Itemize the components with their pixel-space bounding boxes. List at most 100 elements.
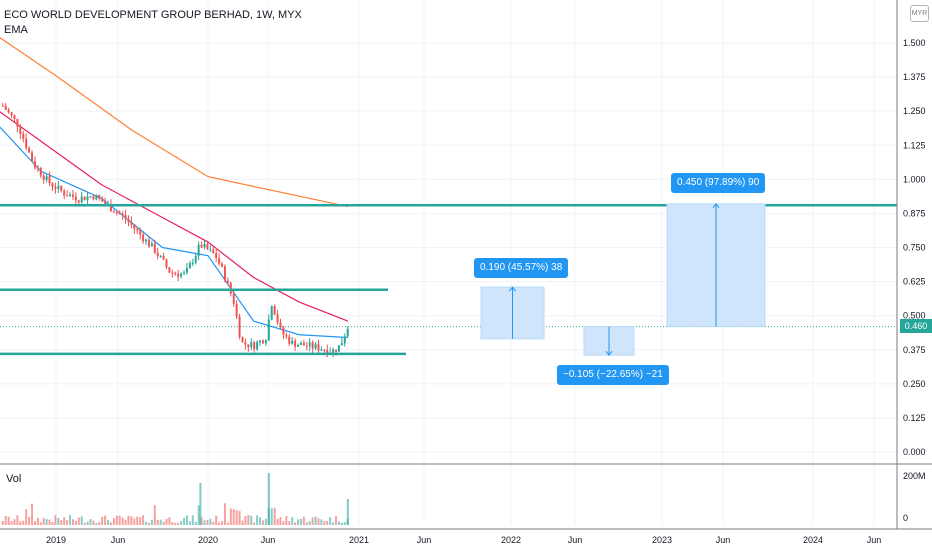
candle-body — [250, 342, 253, 348]
volume-bar — [109, 522, 112, 525]
grid — [0, 0, 897, 525]
volume-bar — [165, 518, 168, 525]
y-tick-label: 0.500 — [903, 311, 926, 321]
candle-body — [22, 133, 25, 139]
y-tick-label: 0.625 — [903, 277, 926, 287]
volume-bar — [133, 518, 136, 525]
chart-title: ECO WORLD DEVELOPMENT GROUP BERHAD, 1W, … — [4, 9, 302, 21]
candle-body — [98, 194, 101, 199]
y-tick-label: 0.250 — [903, 379, 926, 389]
volume-legend[interactable]: Vol — [6, 473, 22, 485]
candle-body — [241, 336, 244, 343]
volume-bar — [130, 516, 133, 525]
volume-bar — [77, 517, 80, 525]
candle-body — [340, 343, 343, 346]
volume-bar — [39, 522, 42, 525]
candle-body — [145, 239, 148, 242]
x-tick-label: Jun — [261, 535, 276, 545]
volume-bar — [299, 519, 302, 525]
volume-bar — [288, 521, 291, 525]
volume-bar — [66, 520, 69, 525]
volume-bar — [282, 520, 285, 525]
volume-bar — [48, 519, 51, 525]
volume-bar — [136, 516, 139, 525]
volume-bar — [229, 508, 232, 525]
volume-bar — [215, 515, 218, 525]
volume-bar — [273, 507, 276, 525]
candle-body — [297, 344, 300, 347]
measure-boxes[interactable] — [480, 203, 766, 357]
volume-bar — [206, 519, 209, 525]
last-price-tag: 0.460 — [900, 319, 932, 333]
candle-body — [28, 148, 31, 153]
x-tick-label: Jun — [417, 535, 432, 545]
candle-body — [42, 175, 45, 180]
volume-bar — [51, 521, 54, 525]
volume-bar — [212, 521, 215, 525]
ema-legend[interactable]: EMA — [4, 24, 28, 36]
x-tick-label: 2023 — [652, 535, 672, 545]
candle-body — [147, 239, 150, 247]
volume-bar — [323, 521, 326, 525]
volume-bar — [86, 521, 89, 525]
y-tick-label: 0.000 — [903, 447, 926, 457]
candle-body — [13, 115, 16, 119]
candle-body — [235, 303, 238, 317]
volume-bar — [147, 522, 150, 525]
candle-body — [194, 255, 197, 263]
candle-body — [177, 273, 180, 277]
y-tick-label: 0.875 — [903, 208, 926, 218]
volume-bar — [332, 522, 335, 525]
volume-bar — [320, 519, 323, 525]
volume-bar — [291, 517, 294, 525]
candle-body — [209, 249, 212, 251]
volume-bar — [159, 519, 162, 525]
candle-body — [121, 213, 124, 215]
volume-bar — [54, 515, 57, 525]
volume-bar-spike — [199, 483, 202, 525]
volume-bar — [250, 515, 253, 525]
candle-body — [80, 196, 83, 203]
volume-bar — [145, 521, 148, 525]
volume-bar — [203, 520, 206, 525]
ema-mid-line — [0, 111, 349, 322]
volume-bar — [168, 517, 171, 525]
currency-badge[interactable]: MYR — [910, 5, 929, 22]
volume-bar — [223, 503, 226, 525]
candle-body — [323, 349, 326, 351]
candle-body — [335, 349, 338, 352]
volume-bar — [180, 521, 183, 525]
candle-body — [1, 105, 4, 107]
y-tick-label: 0.750 — [903, 243, 926, 253]
volume-bar — [244, 516, 247, 525]
volume-bar — [302, 516, 305, 525]
volume-bar — [101, 516, 104, 525]
candle-body — [133, 224, 136, 229]
volume-bar — [74, 520, 77, 525]
candle-body — [288, 336, 291, 344]
candle-body — [156, 252, 159, 257]
volume-bar — [326, 521, 329, 525]
y-tick-label: 1.250 — [903, 106, 926, 116]
volume-bar — [177, 522, 180, 525]
volume-tick-label: 200M — [903, 471, 926, 481]
candle-body — [54, 186, 57, 189]
volume-bar — [42, 517, 45, 525]
candle-body — [66, 195, 69, 197]
candle-body — [282, 327, 285, 335]
x-tick-label: 2024 — [803, 535, 823, 545]
volume-bar — [57, 517, 60, 525]
y-tick-label: 0.125 — [903, 413, 926, 423]
volume-bar — [314, 516, 317, 525]
candle-body — [218, 257, 221, 264]
volume-bar — [31, 503, 34, 525]
candle-body — [48, 176, 51, 184]
candle-body — [299, 342, 302, 345]
volume-bar — [335, 516, 338, 525]
measure-label: 0.190 (45.57%) 38 — [474, 258, 569, 278]
measure-arrow-head — [605, 350, 613, 357]
candle-body — [308, 342, 311, 347]
volume-bar — [139, 517, 142, 525]
y-tick-label: 1.125 — [903, 140, 926, 150]
